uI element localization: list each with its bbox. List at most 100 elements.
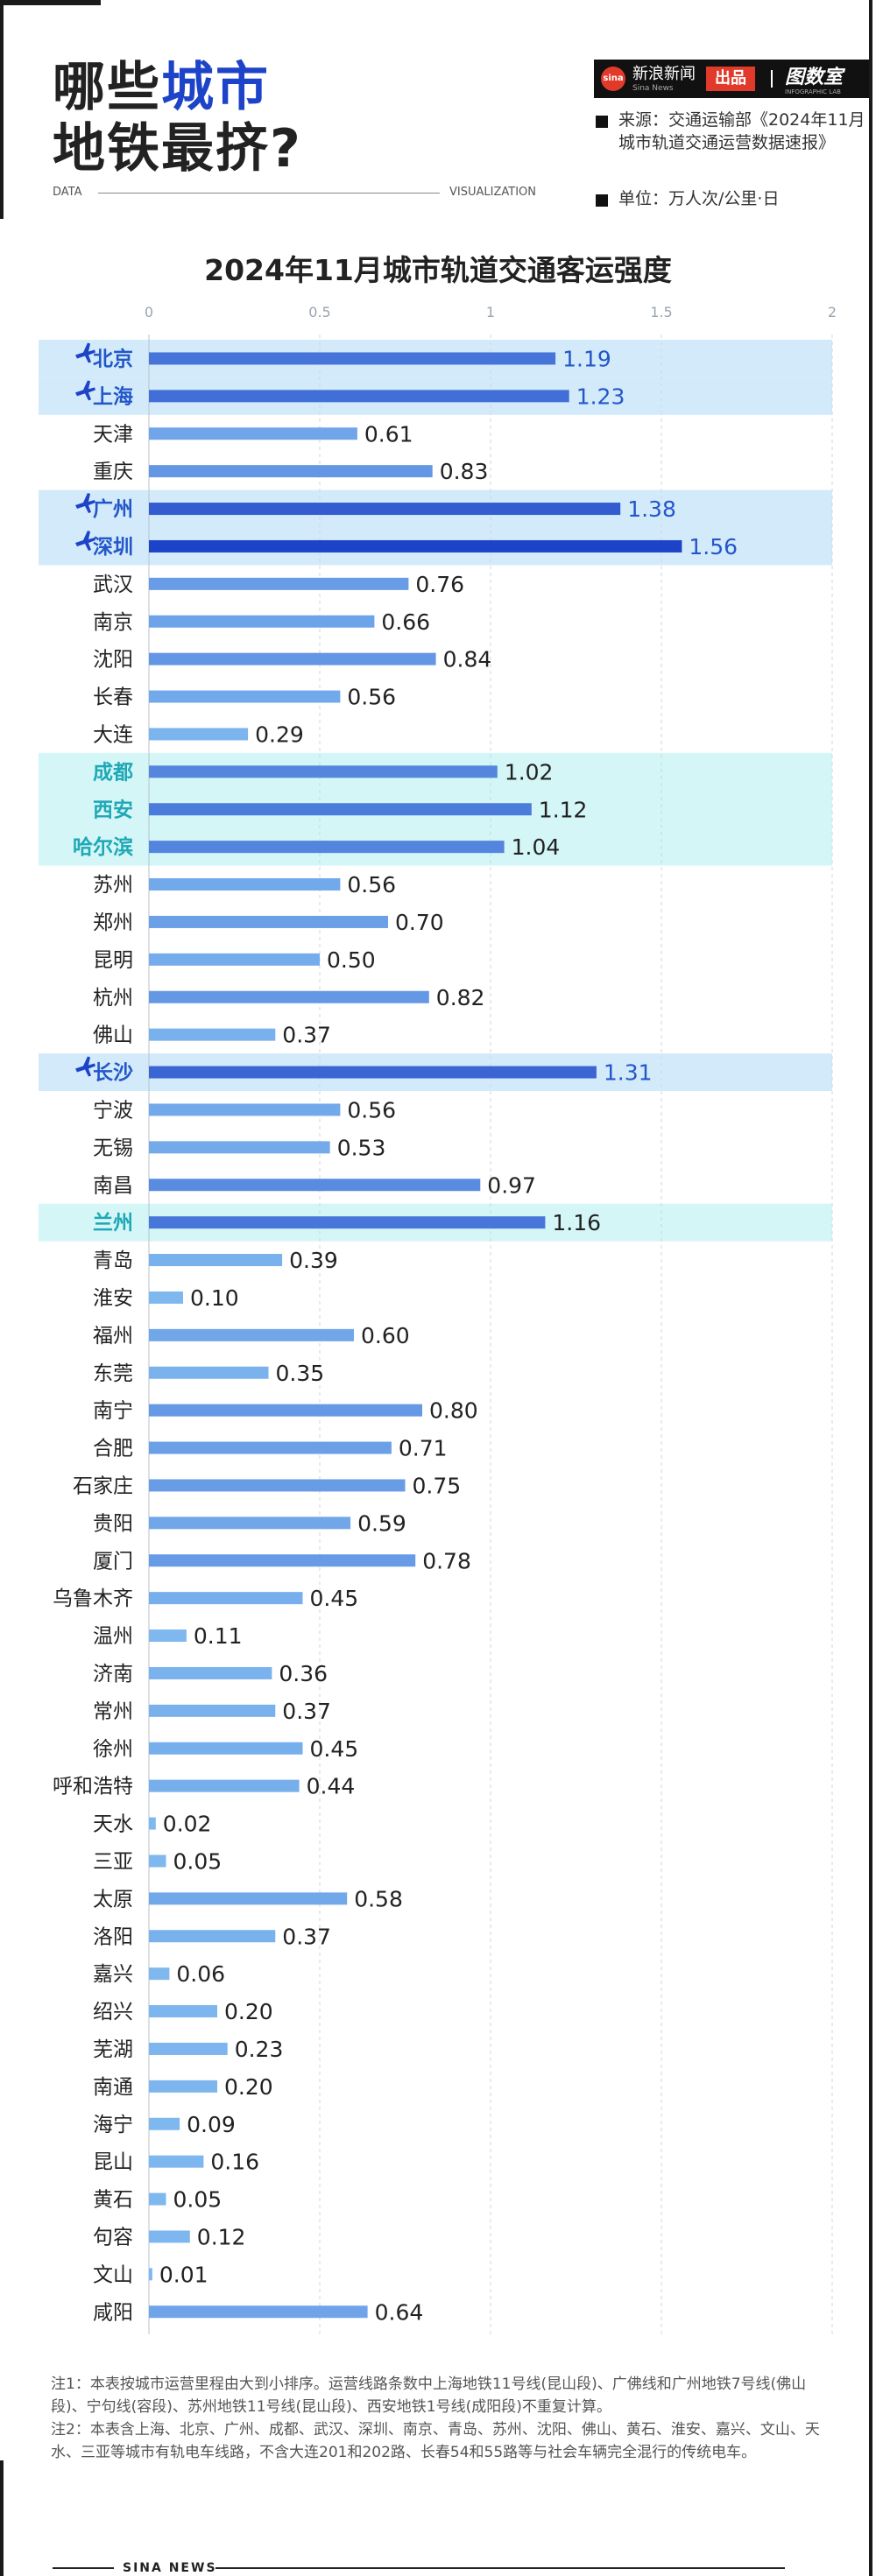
category-label: 贵阳 (93, 1512, 133, 1535)
bar (149, 1817, 156, 1830)
value-label: 0.75 (413, 1473, 462, 1498)
page-title-line1: 哪些城市 (53, 57, 270, 118)
lab-sub: INFOGRAPHIC LAB (785, 88, 841, 95)
brand-name: 新浪新闻 (632, 65, 696, 83)
plane-icon (75, 380, 95, 401)
category-label: 句容 (93, 2226, 133, 2249)
page-title-line2: 地铁最挤? (53, 118, 302, 179)
category-label: 长沙 (93, 1062, 133, 1085)
category-label: 杭州 (93, 987, 133, 1010)
category-label: 海宁 (93, 2114, 133, 2136)
note-2: 注2：本表含上海、北京、广州、成都、武汉、深圳、南京、青岛、苏州、沈阳、佛山、黄… (51, 2421, 820, 2461)
category-label: 上海 (93, 384, 133, 408)
category-label: 昆山 (93, 2151, 133, 2174)
bar (149, 390, 569, 403)
bar (149, 1404, 422, 1417)
frame-right-bar (869, 0, 872, 2576)
bar (149, 1366, 269, 1379)
category-label: 武汉 (93, 574, 133, 596)
category-label: 深圳 (93, 536, 133, 559)
value-label: 0.36 (279, 1661, 328, 1686)
value-label: 0.45 (310, 1586, 359, 1611)
bar (149, 1291, 183, 1304)
category-label: 成都 (93, 761, 133, 784)
x-tick-label: 0.5 (308, 304, 330, 320)
footer: SINA NEWS (0, 2560, 876, 2576)
category-label: 昆明 (93, 949, 133, 972)
value-label: 1.19 (562, 346, 611, 371)
category-label: 福州 (93, 1325, 133, 1348)
category-label: 无锡 (93, 1137, 133, 1159)
category-label: 嘉兴 (93, 1963, 133, 1986)
category-label: 厦门 (93, 1550, 133, 1573)
category-label: 乌鲁木齐 (53, 1587, 133, 1610)
value-label: 0.80 (429, 1398, 478, 1424)
category-label: 咸阳 (93, 2301, 133, 2324)
value-label: 0.97 (487, 1172, 536, 1198)
category-label: 沈阳 (93, 649, 133, 672)
value-label: 0.50 (327, 947, 376, 973)
bar (149, 728, 249, 741)
category-label: 呼和浩特 (53, 1776, 133, 1798)
category-label: 温州 (93, 1625, 133, 1648)
plane-icon (75, 493, 95, 514)
value-label: 0.37 (282, 1023, 331, 1048)
value-label: 0.64 (375, 2299, 424, 2325)
unit-bullet (596, 194, 608, 207)
footer-line-right (215, 2567, 785, 2569)
category-label: 石家庄 (73, 1475, 133, 1497)
category-label: 东莞 (93, 1362, 133, 1385)
bar (149, 2005, 217, 2018)
value-label: 0.60 (361, 1323, 410, 1348)
category-label: 大连 (93, 723, 133, 746)
brand-separator (771, 70, 773, 88)
visualization-label: VISUALIZATION (449, 186, 536, 199)
bar (149, 1179, 481, 1192)
value-label: 0.58 (354, 1886, 403, 1911)
category-label: 郑州 (93, 911, 133, 934)
category-label: 芜湖 (93, 2038, 133, 2061)
value-label: 1.56 (689, 534, 738, 560)
bar (149, 803, 532, 816)
category-label: 广州 (93, 497, 133, 521)
bar (149, 915, 388, 928)
category-label: 兰州 (93, 1211, 133, 1235)
bar (149, 2117, 180, 2130)
bar (149, 652, 436, 665)
bar (149, 1592, 303, 1605)
bar (149, 2268, 152, 2281)
unit-text: 单位：万人次/公里·日 (618, 189, 780, 208)
value-label: 0.82 (436, 985, 485, 1010)
bar (149, 1103, 341, 1116)
notes: 注1：本表按城市运营里程由大到小排序。运营线路条数中上海地铁11号线(昆山段)、… (51, 2373, 839, 2464)
footer-line-left (53, 2567, 114, 2569)
category-label: 苏州 (93, 874, 133, 897)
data-label: DATA (53, 186, 82, 199)
bar (149, 2192, 166, 2206)
bar (149, 2155, 204, 2168)
bar (149, 1479, 406, 1492)
bar (149, 1517, 351, 1530)
category-label: 洛阳 (93, 1925, 133, 1948)
bar (149, 539, 682, 553)
bar (149, 953, 320, 966)
data-visualization-strip: DATA VISUALIZATION (53, 186, 536, 200)
bar (149, 1141, 330, 1154)
value-label: 0.56 (347, 872, 396, 897)
bar (149, 765, 498, 778)
bar (149, 1704, 276, 1717)
category-label: 南通 (93, 2076, 133, 2099)
chart-title: 2024年11月城市轨道交通客运强度 (204, 253, 672, 287)
value-label: 0.02 (163, 1812, 212, 1837)
category-label: 三亚 (93, 1850, 133, 1873)
bar (149, 1216, 546, 1229)
value-label: 1.38 (627, 496, 676, 522)
category-label: 文山 (93, 2263, 133, 2286)
bar (149, 1779, 300, 1792)
category-label: 绍兴 (93, 2001, 133, 2023)
note-1: 注1：本表按城市运营里程由大到小排序。运营线路条数中上海地铁11号线(昆山段)、… (51, 2375, 807, 2416)
bar (149, 878, 341, 891)
value-label: 1.16 (552, 1210, 601, 1235)
x-tick-label: 1.5 (650, 304, 672, 320)
bar (149, 2080, 217, 2093)
